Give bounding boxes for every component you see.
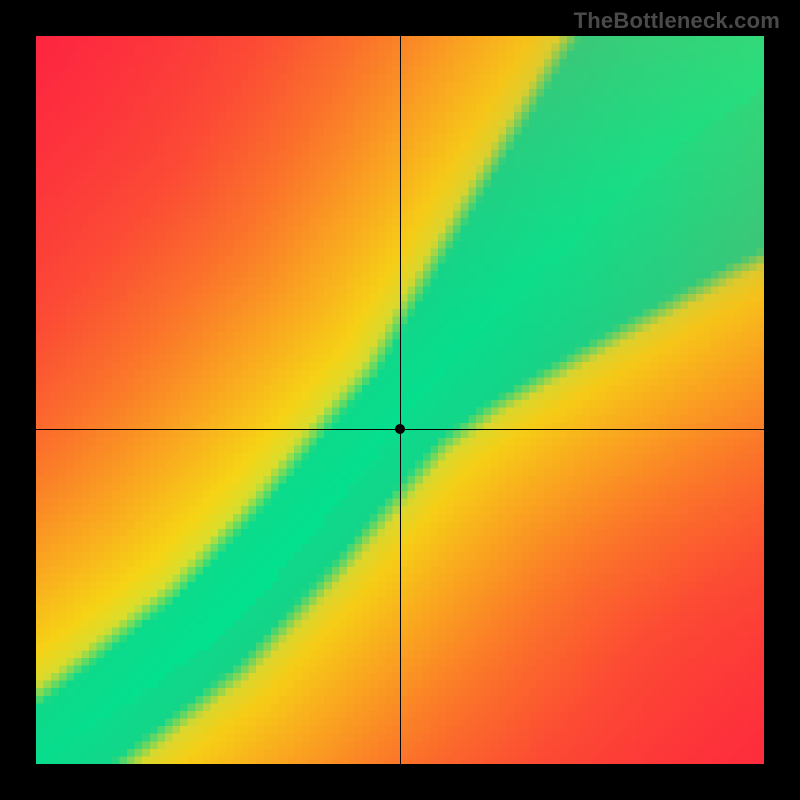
watermark-text: TheBottleneck.com [574, 8, 780, 34]
crosshair-vertical [400, 36, 401, 764]
chart-container: TheBottleneck.com [0, 0, 800, 800]
crosshair-marker [395, 424, 405, 434]
